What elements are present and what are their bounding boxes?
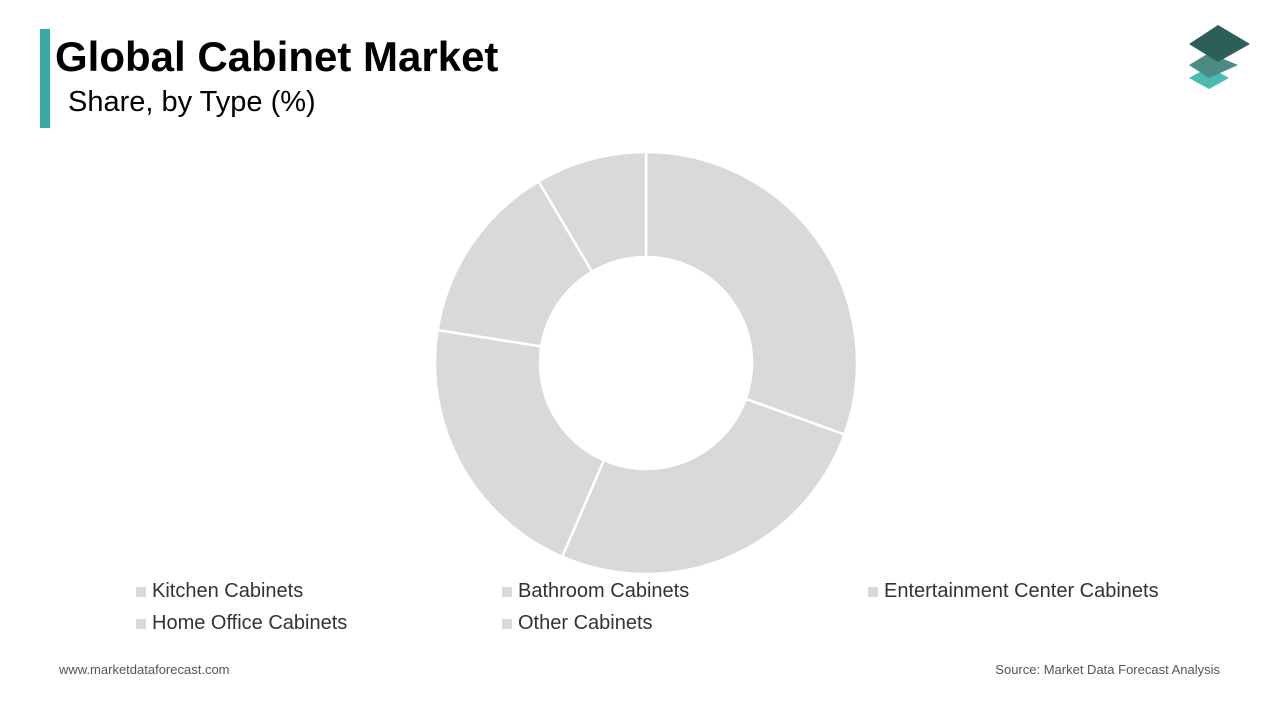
donut-slice-entertainment-center-cabinets bbox=[433, 328, 606, 559]
legend-item-entertainment-center-cabinets: Entertainment Center Cabinets bbox=[868, 580, 1159, 603]
donut-slice-other-cabinets bbox=[536, 150, 648, 274]
legend-swatch bbox=[502, 586, 512, 597]
source-note: Source: Market Data Forecast Analysis bbox=[995, 662, 1220, 677]
legend-item-home-office-cabinets: Home Office Cabinets bbox=[136, 612, 347, 635]
legend-swatch bbox=[136, 586, 146, 597]
stacked-layers-icon bbox=[1189, 25, 1250, 89]
donut-slice-bathroom-cabinets bbox=[560, 397, 847, 576]
legend-label: Bathroom Cabinets bbox=[518, 580, 690, 602]
donut-slice-kitchen-cabinets bbox=[644, 150, 859, 437]
website-url: www.marketdataforecast.com bbox=[59, 662, 230, 677]
legend-label: Kitchen Cabinets bbox=[152, 580, 304, 602]
donut-slice-home-office-cabinets bbox=[436, 179, 594, 348]
chart-title: Global Cabinet Market bbox=[55, 33, 499, 80]
legend-swatch bbox=[502, 618, 512, 629]
legend-label: Entertainment Center Cabinets bbox=[884, 580, 1159, 602]
legend-item-kitchen-cabinets: Kitchen Cabinets bbox=[136, 580, 303, 603]
legend-label: Home Office Cabinets bbox=[152, 612, 348, 634]
legend-swatch bbox=[136, 618, 146, 629]
legend-item-bathroom-cabinets: Bathroom Cabinets bbox=[502, 580, 689, 603]
legend-label: Other Cabinets bbox=[518, 612, 653, 634]
logo-layer-top bbox=[1189, 25, 1250, 62]
legend-item-other-cabinets: Other Cabinets bbox=[502, 612, 653, 635]
title-accent-bar bbox=[40, 29, 50, 128]
logo-layer-middle bbox=[1189, 53, 1238, 78]
chart-subtitle: Share, by Type (%) bbox=[68, 86, 316, 118]
legend-swatch bbox=[868, 586, 878, 597]
